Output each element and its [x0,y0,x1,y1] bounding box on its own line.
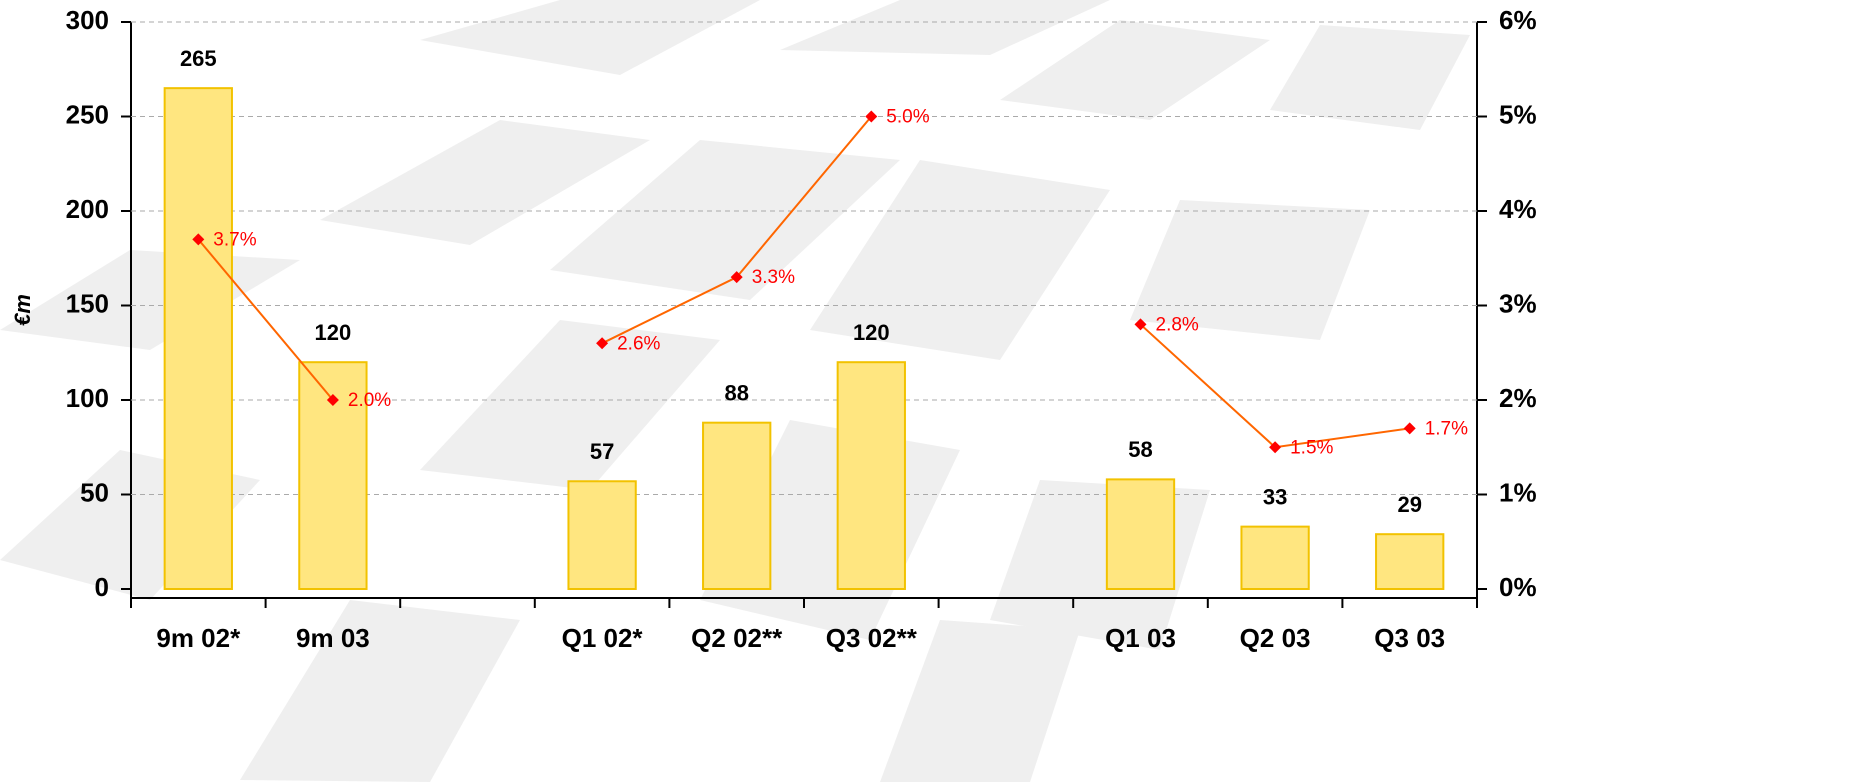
x-tick-label: Q1 02* [562,623,644,653]
bar-label: 57 [590,439,614,464]
x-tick-label: Q2 02** [691,623,783,653]
bar [702,421,772,590]
bar-label: 265 [180,46,217,71]
line-marker [730,271,743,284]
line-label: 5.0% [886,107,929,128]
y2-tick-label: 6% [1499,5,1537,35]
line-marker [192,233,205,246]
line-label: 2.8% [1156,314,1199,335]
line-marker [1269,441,1282,454]
line-label: 3.7% [213,229,256,250]
bar-label: 120 [315,320,352,345]
y2-tick-label: 4% [1499,194,1537,224]
bar [1375,533,1445,591]
bar-label: 120 [853,320,890,345]
x-tick-label: Q1 03 [1105,623,1176,653]
y2-tick-label: 1% [1499,477,1537,507]
y-tick-label: 200 [66,194,109,224]
bar [567,480,637,590]
bar-label: 33 [1263,484,1287,509]
y2-tick-label: 5% [1499,99,1537,129]
y-tick-label: 50 [80,477,109,507]
bar [836,361,906,591]
y2-tick-label: 3% [1499,288,1537,318]
line-label: 3.3% [752,267,795,288]
bar [1105,478,1176,591]
line-marker [596,337,609,350]
line-marker [326,394,339,406]
x-tick-label: Q3 03 [1374,623,1445,653]
line-label: 1.5% [1290,437,1333,458]
bar-label: 58 [1128,437,1152,462]
line-label: 2.6% [617,333,660,354]
bar [163,87,233,591]
line-label: 2.0% [348,390,391,411]
y-axis-label: €m [10,294,35,326]
x-tick-label: 9m 02* [156,623,241,653]
bar [1240,525,1310,591]
line-label: 1.7% [1425,418,1468,439]
y2-tick-label: 2% [1499,383,1537,413]
x-tick-label: Q2 03 [1240,623,1311,653]
x-tick-label: 9m 03 [296,623,370,653]
bar-label: 88 [724,380,748,405]
y-tick-label: 150 [66,288,109,318]
bar-label: 29 [1397,492,1421,517]
y2-tick-label: 0% [1499,572,1537,602]
line-marker [1134,318,1147,331]
x-tick-label: Q3 02** [826,623,918,653]
line-marker [865,110,878,123]
line-marker [1403,422,1416,435]
y-tick-label: 0 [95,572,109,602]
y-tick-label: 250 [66,99,109,129]
y-tick-label: 300 [66,5,109,35]
y-tick-label: 100 [66,383,109,413]
